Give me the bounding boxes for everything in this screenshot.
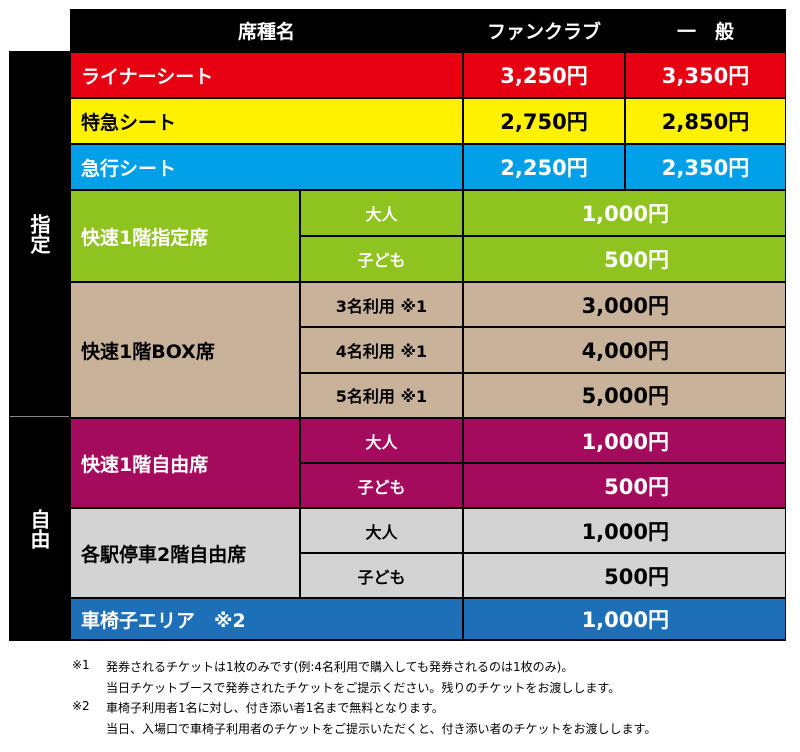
seat-name: 車椅子エリア ※2 [71,599,462,639]
option-label: 5名利用 ※1 [301,373,462,417]
header-cell: 席種名 [71,10,462,50]
option-price: 4,000円 [464,328,785,372]
option-label: 大人 [301,419,462,462]
seat-name: 特急シート [71,99,462,143]
option-label: 4名利用 ※1 [301,328,462,372]
option-label: 子ども [301,237,462,281]
header-cell: 一 般 [626,10,785,50]
seat-name: 快速1階BOX席 [71,283,299,417]
seat-name: 各駅停車2階自由席 [71,509,299,597]
seat-name: ライナーシート [71,53,462,97]
option-label: 3名利用 ※1 [301,283,462,327]
seat-name: 快速1階指定席 [71,191,299,281]
option-price: 3,000円 [464,283,785,327]
footnote-line: 発券されるチケットは1枚のみです(例:4名利用で購入しても発券されるのは1枚のみ… [106,660,574,674]
footnote-line: 当日、入場口で車椅子利用者のチケットをご提示いただくと、付き添い者のチケットをお… [106,721,657,736]
option-label: 子ども [301,464,462,507]
header-cell: ファンクラブ [464,10,624,50]
footnote-mark: ※1 [72,658,90,672]
option-label: 大人 [301,191,462,235]
fanclub-price: 2,750円 [464,99,624,143]
option-label: 大人 [301,509,462,552]
option-price: 500円 [464,464,785,507]
general-price: 2,850円 [626,99,785,143]
option-price: 1,000円 [464,509,785,552]
fanclub-price: 3,250円 [464,53,624,97]
general-price: 3,350円 [626,53,785,97]
option-label: 子ども [301,554,462,597]
price: 1,000円 [464,599,785,639]
footnote-line: 当日チケットブースで発券されたチケットをご提示ください。残りのチケットをお渡しし… [106,680,621,695]
seat-name: 急行シート [71,145,462,189]
footnote-mark: ※2 [72,699,90,713]
footnote-line: 車椅子利用者1名に対し、付き添い者1名まで無料となります。 [106,701,444,715]
option-price: 1,000円 [464,191,785,235]
fanclub-price: 2,250円 [464,145,624,189]
option-price: 500円 [464,554,785,597]
option-price: 500円 [464,237,785,281]
seat-name: 快速1階自由席 [71,419,299,507]
side-label: 指定 [10,52,69,417]
option-price: 5,000円 [464,373,785,417]
side-label: 自由 [10,418,69,639]
option-price: 1,000円 [464,419,785,462]
general-price: 2,350円 [626,145,785,189]
